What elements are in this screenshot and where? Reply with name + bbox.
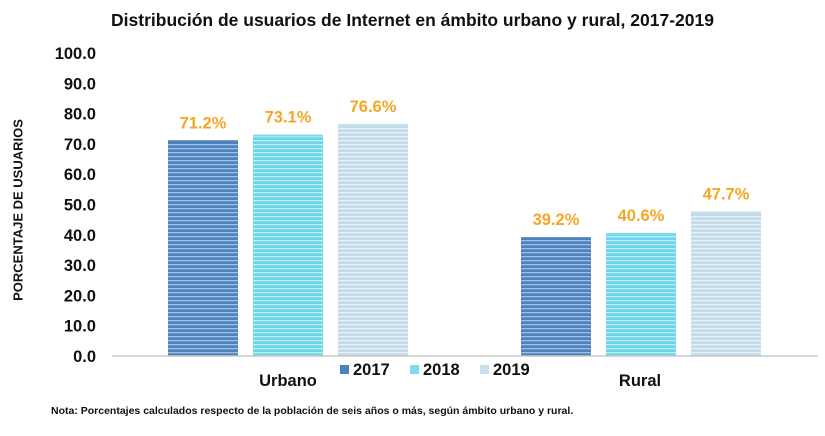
bar-rural-2017 <box>521 237 591 356</box>
bar-urbano-2017 <box>168 140 238 356</box>
bar-urbano-2018 <box>253 134 323 356</box>
bar-rural-2018 <box>606 232 676 356</box>
bar-top-edge <box>253 134 323 137</box>
bar-urbano-2019 <box>338 123 408 356</box>
bar-top-edge <box>521 237 591 240</box>
bar-top-edge <box>338 123 408 126</box>
footnote: Nota: Porcentajes calculados respecto de… <box>51 405 574 417</box>
data-label: 40.6% <box>618 207 665 225</box>
data-label: 73.1% <box>265 109 312 127</box>
bar-top-edge <box>606 232 676 235</box>
y-tick-label: 30.0 <box>64 257 96 275</box>
y-tick-label: 70.0 <box>64 136 96 154</box>
data-label: 39.2% <box>533 211 580 229</box>
bar-top-edge <box>691 211 761 214</box>
x-category-label: Urbano <box>259 372 317 390</box>
y-tick-label: 50.0 <box>64 197 96 215</box>
x-category-label: Rural <box>619 372 661 390</box>
y-tick-label: 40.0 <box>64 227 96 245</box>
y-tick-label: 90.0 <box>64 75 96 93</box>
data-label: 71.2% <box>180 114 227 132</box>
chart-title: Distribución de usuarios de Internet en … <box>111 10 714 30</box>
y-tick-label: 60.0 <box>64 166 96 184</box>
legend-swatch-2017 <box>340 365 349 374</box>
bar-top-edge <box>168 140 238 143</box>
data-label: 76.6% <box>350 98 397 116</box>
y-tick-label: 80.0 <box>64 106 96 124</box>
y-tick-label: 100.0 <box>55 45 96 63</box>
legend-swatch-2018 <box>410 365 419 374</box>
bar-rural-2019 <box>691 211 761 356</box>
data-label: 47.7% <box>703 185 750 203</box>
legend-label-2018: 2018 <box>423 361 460 379</box>
y-tick-label: 20.0 <box>64 287 96 305</box>
y-tick-label: 0.0 <box>73 348 96 366</box>
y-tick-label: 10.0 <box>64 318 96 336</box>
legend-swatch-2019 <box>480 365 489 374</box>
legend-label-2019: 2019 <box>493 361 530 379</box>
legend-label-2017: 2017 <box>353 361 390 379</box>
